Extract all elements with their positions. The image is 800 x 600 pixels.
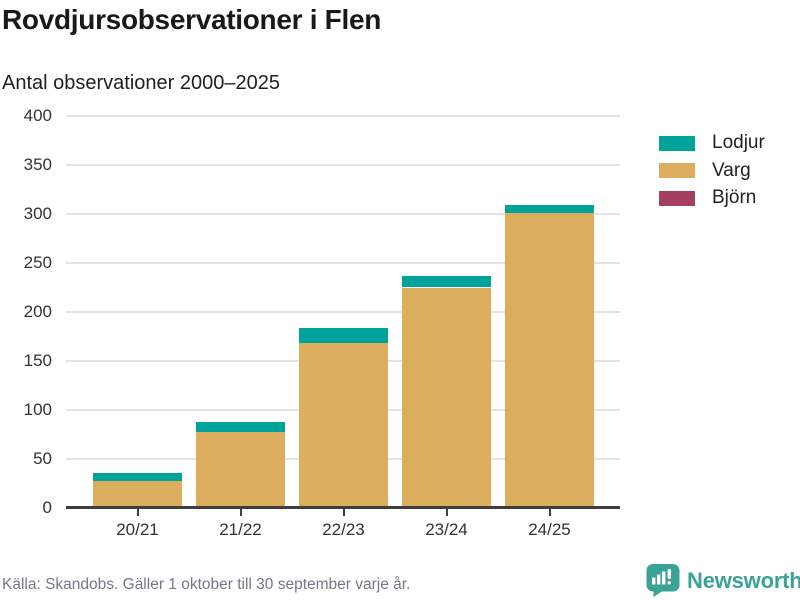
legend-item-lodjur: Lodjur	[659, 132, 765, 154]
chart-subtitle: Antal observationer 2000–2025	[2, 72, 280, 94]
y-axis-tick-label: 200	[23, 302, 52, 321]
x-axis-tick-label: 23/24	[425, 520, 468, 539]
y-axis-tick-label: 400	[23, 106, 52, 125]
bar-segment-lodjur	[505, 205, 594, 213]
newsworthy-brand: Newsworthy	[646, 564, 800, 597]
y-axis-tick-label: 150	[23, 351, 52, 370]
legend-item-varg: Varg	[659, 160, 751, 182]
y-axis-tick-label: 350	[23, 155, 52, 174]
y-axis-tick-label: 300	[23, 204, 52, 223]
newsworthy-logo-icon	[646, 564, 680, 597]
bar-segment-lodjur	[93, 472, 182, 481]
bar-segment-lodjur	[196, 421, 285, 432]
x-axis-tick-label: 24/25	[528, 520, 571, 539]
bar-segment-varg	[402, 287, 491, 508]
page-title: Rovdjursobservationer i Flen	[2, 4, 382, 35]
x-axis-tick	[445, 509, 448, 516]
bar-segment-varg	[299, 343, 388, 508]
y-axis-tick-label: 0	[42, 498, 52, 517]
grid-line	[66, 115, 620, 117]
legend-label: Varg	[712, 159, 751, 181]
grid-line	[66, 262, 620, 264]
legend-label: Björn	[712, 187, 757, 208]
x-axis-tick	[136, 509, 139, 516]
legend-swatch	[659, 163, 695, 178]
x-axis-tick	[239, 509, 242, 516]
source-note: Källa: Skandobs. Gäller 1 oktober till 3…	[2, 576, 411, 593]
x-axis-line	[66, 506, 620, 509]
bar-segment-varg	[505, 213, 594, 508]
legend-item-björn: Björn	[659, 187, 756, 209]
legend-label: Lodjur	[712, 132, 765, 153]
x-axis-tick	[548, 509, 551, 516]
legend-swatch	[659, 190, 695, 206]
bar-segment-varg	[93, 480, 182, 508]
grid-line	[66, 164, 620, 166]
newsworthy-wordmark: Newsworthy	[687, 567, 800, 593]
x-axis-tick	[342, 509, 345, 516]
bar-segment-lodjur	[402, 275, 491, 288]
x-axis-tick-label: 20/21	[116, 520, 159, 539]
y-axis-tick-label: 50	[33, 449, 52, 468]
bar-segment-lodjur	[299, 327, 388, 344]
grid-line	[66, 213, 620, 215]
x-axis-tick-label: 22/23	[322, 520, 365, 539]
y-axis-tick-label: 250	[23, 253, 52, 272]
y-axis-tick-label: 100	[23, 400, 52, 419]
x-axis-tick-label: 21/22	[219, 520, 262, 539]
legend-swatch	[659, 135, 695, 151]
grid-line	[66, 311, 620, 313]
bar-segment-varg	[196, 431, 285, 508]
